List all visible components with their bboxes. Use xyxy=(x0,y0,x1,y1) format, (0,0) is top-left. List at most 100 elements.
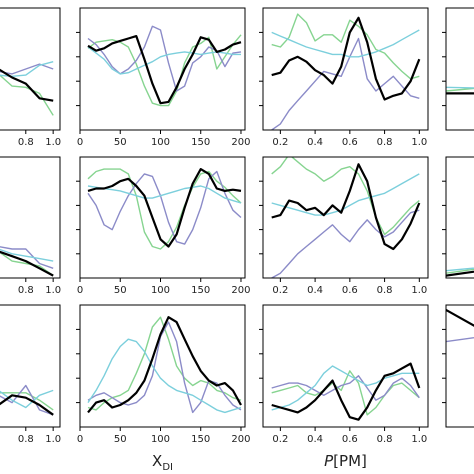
series-line-purple xyxy=(271,209,420,278)
x-tick-label: 150 xyxy=(191,137,210,148)
x-tick-label: 50 xyxy=(114,285,127,296)
x-tick-label: 0.6 xyxy=(342,285,358,296)
axes-frame xyxy=(79,304,246,428)
x-tick-label: 1.0 xyxy=(411,285,427,296)
x-tick-label: 200 xyxy=(231,285,250,296)
x-tick-label: 1.0 xyxy=(45,434,61,445)
series-line-cyan xyxy=(271,365,420,411)
series-line-cyan xyxy=(0,389,54,409)
series-line-black xyxy=(87,316,242,414)
series-line-purple xyxy=(271,375,420,401)
x-tick-label: 150 xyxy=(191,285,210,296)
subplot-r1-c1: 0 50 100 150 200 xyxy=(76,156,251,296)
x-tick-label: 150 xyxy=(191,434,210,445)
series-line-cyan xyxy=(446,267,474,272)
series-line-green xyxy=(87,168,242,250)
series-line-green xyxy=(87,316,242,411)
x-tick-label: 0.8 xyxy=(18,137,34,148)
series-line-green xyxy=(0,74,54,116)
series-line-green xyxy=(446,268,474,274)
x-tick-label: 0.2 xyxy=(272,285,288,296)
series-line-cyan xyxy=(87,46,241,75)
series-line-purple xyxy=(87,170,242,245)
x-tick-label: 0.2 xyxy=(272,434,288,445)
axes-frame xyxy=(262,156,429,279)
axes-frame xyxy=(445,7,474,131)
axes-frame xyxy=(0,156,61,279)
x-axis-title-subscript: DI xyxy=(162,462,173,473)
series-line-black xyxy=(446,92,474,95)
x-tick-label: 0.8 xyxy=(377,137,393,148)
series-line-black xyxy=(0,394,54,416)
series-line-green xyxy=(271,13,420,80)
series-line-black xyxy=(87,168,242,248)
subplot-r0-c0: 0.8 1.0 xyxy=(0,7,61,148)
x-tick-label: 0.8 xyxy=(18,285,34,296)
series-line-green xyxy=(446,87,474,92)
series-line-black xyxy=(446,308,474,327)
axes-frame xyxy=(262,7,429,131)
x-tick-label: 0 xyxy=(77,434,83,445)
x-tick-label: 0.4 xyxy=(307,137,323,148)
series-line-purple xyxy=(446,336,474,343)
series-line-purple xyxy=(87,321,242,414)
x-tick-label: 0.2 xyxy=(272,137,288,148)
subplot-r0-c1: 0 50 100 150 200 xyxy=(76,7,251,148)
series-line-cyan xyxy=(446,86,474,89)
axes-frame xyxy=(0,7,61,131)
subplot-r1-c2: 0.2 0.4 0.6 0.8 1.0 xyxy=(259,156,429,296)
x-tick-label: 1.0 xyxy=(45,137,61,148)
axes-frame xyxy=(445,304,474,428)
series-line-black xyxy=(271,16,421,101)
x-tick-label: 0 xyxy=(77,285,83,296)
x-tick-label: 100 xyxy=(151,137,170,148)
series-line-purple xyxy=(87,25,242,92)
x-tick-label: 0.4 xyxy=(307,434,323,445)
series-line-cyan xyxy=(271,29,420,58)
series-line-green xyxy=(271,370,420,416)
series-line-purple xyxy=(0,246,54,269)
subplot-r2-c3 xyxy=(442,304,474,428)
series-line-green xyxy=(0,392,54,411)
series-line-black xyxy=(271,362,421,421)
series-line-cyan xyxy=(87,338,242,414)
x-axis-title-main: X xyxy=(152,452,162,470)
subplot-r0-c2: 0.2 0.4 0.6 0.8 1.0 xyxy=(259,7,429,148)
axes-frame xyxy=(0,304,61,428)
subplot-r1-c0: 0.8 1.0 xyxy=(0,156,61,296)
x-axis-title: P[PM] xyxy=(324,452,367,470)
x-tick-label: 50 xyxy=(114,137,127,148)
series-line-cyan xyxy=(271,173,420,216)
subplot-r2-c2: 0.2 0.4 0.6 0.8 1.0 xyxy=(259,304,429,445)
x-tick-label: 0.4 xyxy=(307,285,323,296)
subplot-r1-c3 xyxy=(442,156,474,279)
subplot-r2-c0: 0.8 1.0 xyxy=(0,304,61,445)
x-tick-label: 200 xyxy=(231,137,250,148)
axes-frame xyxy=(79,156,246,279)
subplot-r2-c1: 0 50 100 150 200 xyxy=(76,304,251,445)
series-line-black xyxy=(0,250,54,277)
x-tick-label: 0.8 xyxy=(377,434,393,445)
series-line-black xyxy=(87,34,242,105)
series-line-purple xyxy=(271,37,420,130)
series-line-black xyxy=(0,68,54,102)
x-tick-label: 1.0 xyxy=(411,434,427,445)
x-tick-label: 1.0 xyxy=(45,285,61,296)
axes-frame xyxy=(445,156,474,279)
x-tick-label: 0.8 xyxy=(18,434,34,445)
x-tick-label: 50 xyxy=(114,434,127,445)
x-tick-label: 0.6 xyxy=(342,137,358,148)
x-axis-title: XDI xyxy=(152,452,173,473)
x-tick-label: 100 xyxy=(151,434,170,445)
series-line-cyan xyxy=(0,248,54,262)
axes-frame xyxy=(262,304,429,428)
series-line-cyan xyxy=(87,185,242,204)
x-tick-label: 200 xyxy=(231,434,250,445)
series-line-black xyxy=(446,270,474,277)
x-axis-title-main: P xyxy=(324,452,334,470)
series-line-black xyxy=(271,163,421,251)
series-line-purple xyxy=(0,63,54,75)
x-axis-title-unit: [PM] xyxy=(333,452,367,470)
series-line-green xyxy=(87,34,242,107)
